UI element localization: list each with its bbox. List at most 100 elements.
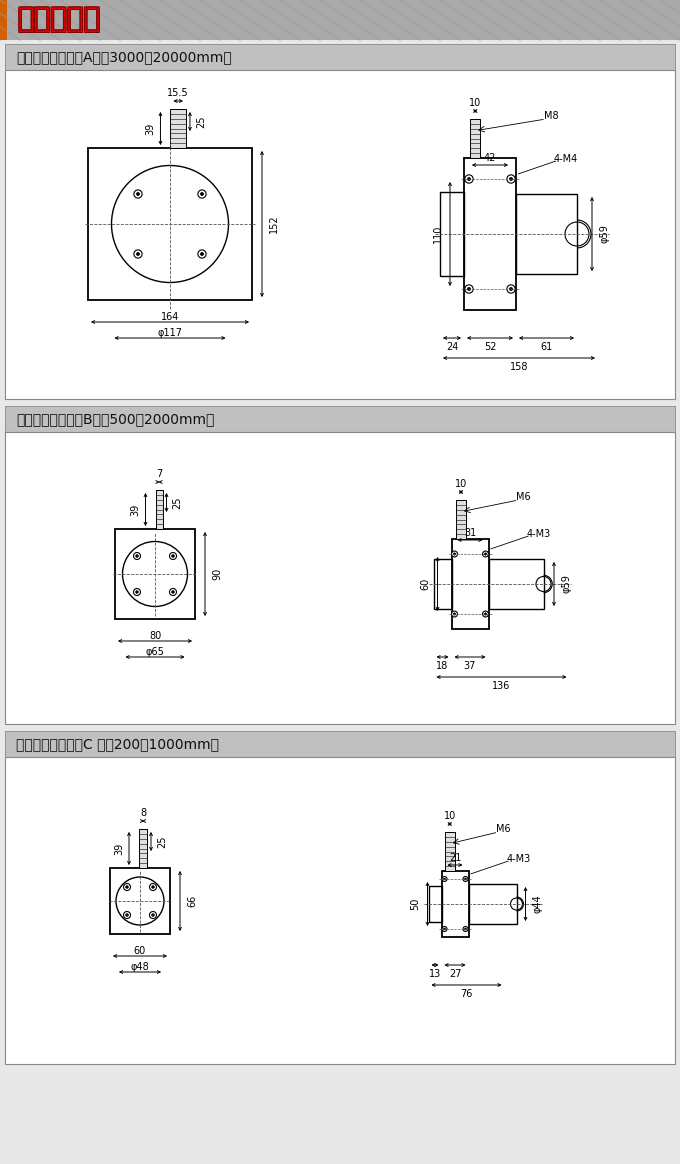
Bar	[156, 490, 163, 528]
Text: 66: 66	[187, 895, 197, 907]
Bar	[5, 757, 675, 1064]
Bar	[88, 148, 252, 300]
Text: 52: 52	[483, 342, 496, 352]
Circle shape	[452, 611, 458, 617]
Circle shape	[201, 192, 203, 196]
Bar	[440, 192, 464, 276]
Text: 25: 25	[157, 836, 167, 847]
Text: 拉鉢索式结构（大A型：3000－20000mm）: 拉鉢索式结构（大A型：3000－20000mm）	[16, 50, 232, 64]
Bar	[464, 158, 516, 310]
Bar	[441, 871, 469, 937]
Bar	[0, 0, 7, 40]
Circle shape	[126, 886, 129, 888]
Circle shape	[442, 927, 447, 931]
Text: 31: 31	[464, 528, 476, 538]
Text: 8: 8	[140, 808, 146, 818]
Bar	[5, 44, 675, 70]
Text: 110: 110	[433, 225, 443, 243]
Circle shape	[454, 553, 456, 555]
Circle shape	[134, 250, 142, 258]
Circle shape	[509, 288, 513, 291]
Text: 37: 37	[464, 661, 476, 670]
Bar	[115, 528, 195, 619]
Text: 60: 60	[134, 946, 146, 956]
Bar	[516, 194, 577, 274]
Text: 10: 10	[469, 98, 481, 108]
Circle shape	[136, 555, 138, 558]
Text: 27: 27	[449, 968, 461, 979]
Text: 21: 21	[449, 853, 461, 863]
Circle shape	[150, 911, 156, 918]
Circle shape	[126, 914, 129, 916]
Bar	[139, 829, 147, 868]
Circle shape	[483, 611, 488, 617]
Circle shape	[171, 590, 174, 594]
Circle shape	[464, 928, 466, 930]
Circle shape	[443, 928, 445, 930]
Text: 61: 61	[541, 342, 553, 352]
Bar	[5, 70, 675, 399]
Bar	[428, 886, 441, 922]
Text: 10: 10	[455, 480, 467, 489]
Circle shape	[133, 589, 141, 596]
Text: 安装示意图: 安装示意图	[19, 6, 102, 34]
Bar	[456, 501, 466, 539]
Circle shape	[443, 878, 445, 880]
Text: 90: 90	[212, 568, 222, 580]
Text: 60: 60	[420, 577, 430, 590]
Bar	[434, 559, 452, 609]
Bar	[452, 539, 488, 629]
Text: M8: M8	[544, 111, 558, 121]
Text: 安装示意图: 安装示意图	[17, 3, 100, 31]
Circle shape	[201, 253, 203, 256]
Circle shape	[198, 250, 206, 258]
Text: 136: 136	[492, 681, 511, 691]
Text: 39: 39	[131, 503, 141, 516]
Circle shape	[133, 553, 141, 560]
Circle shape	[463, 876, 468, 881]
Text: 拉鉢索式结构（中B型：500－2000mm）: 拉鉢索式结构（中B型：500－2000mm）	[16, 412, 214, 426]
Circle shape	[124, 883, 131, 890]
Circle shape	[509, 177, 513, 180]
Circle shape	[464, 878, 466, 880]
Text: 7: 7	[156, 469, 162, 480]
Circle shape	[198, 190, 206, 198]
Text: φ44: φ44	[532, 895, 543, 914]
Circle shape	[452, 551, 458, 556]
Circle shape	[467, 288, 471, 291]
Text: 安装示意图: 安装示意图	[19, 3, 102, 31]
Circle shape	[454, 613, 456, 615]
Text: φ59: φ59	[599, 225, 609, 243]
Circle shape	[484, 613, 487, 615]
Circle shape	[150, 883, 156, 890]
Text: 80: 80	[149, 631, 161, 641]
Text: 4-M4: 4-M4	[554, 154, 578, 164]
Text: 158: 158	[510, 362, 528, 372]
Circle shape	[442, 876, 447, 881]
Text: φ48: φ48	[131, 961, 150, 972]
Bar	[5, 731, 675, 757]
Bar	[5, 406, 675, 432]
Text: 39: 39	[146, 122, 156, 135]
Text: 25: 25	[173, 496, 182, 509]
Text: 15.5: 15.5	[167, 88, 189, 98]
Text: M6: M6	[496, 824, 511, 833]
Text: 164: 164	[160, 312, 180, 322]
Text: M6: M6	[516, 492, 531, 502]
Text: 50: 50	[411, 897, 420, 910]
Circle shape	[136, 590, 138, 594]
Text: 25: 25	[196, 115, 206, 128]
Circle shape	[467, 177, 471, 180]
Circle shape	[124, 911, 131, 918]
Circle shape	[152, 886, 154, 888]
Text: 安装示意图: 安装示意图	[17, 6, 100, 34]
Bar	[445, 832, 455, 871]
Circle shape	[484, 553, 487, 555]
Circle shape	[465, 175, 473, 183]
Text: 39: 39	[114, 843, 124, 854]
Circle shape	[134, 190, 142, 198]
Text: 4-M3: 4-M3	[526, 528, 551, 539]
Bar	[469, 883, 517, 924]
Circle shape	[169, 553, 177, 560]
Bar	[0, 0, 680, 40]
